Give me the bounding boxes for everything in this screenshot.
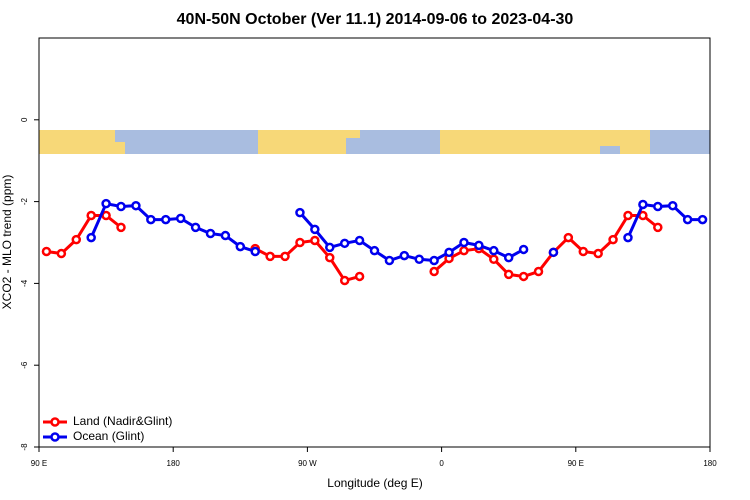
y-tick-label: -2 (20, 197, 29, 205)
plot-frame (38, 37, 711, 448)
y-axis-label: XCO2 - MLO trend (ppm) (0, 175, 14, 310)
point (280, 251, 290, 262)
point (41, 246, 52, 257)
point (205, 228, 216, 239)
y-tick-label: 0 (20, 117, 29, 122)
point (414, 254, 424, 265)
point (548, 247, 559, 258)
point (250, 246, 260, 257)
point (325, 242, 335, 253)
point (310, 235, 320, 246)
point (101, 210, 111, 221)
point (429, 266, 439, 277)
point (653, 222, 663, 233)
series-line (89, 201, 256, 253)
series-line (46, 214, 122, 256)
point (369, 245, 380, 256)
x-tick-label: 180 (703, 459, 717, 468)
legend-label: Land (Nadir&Glint) (73, 414, 172, 428)
y-tick-label: -8 (20, 443, 29, 451)
point (578, 246, 589, 257)
point (384, 255, 395, 266)
y-tick-label: -6 (20, 361, 29, 369)
point (444, 247, 454, 258)
point (86, 210, 96, 221)
y-tick-label: -4 (20, 279, 29, 287)
point (518, 271, 529, 282)
point (503, 269, 514, 280)
point (518, 244, 529, 255)
point (71, 234, 82, 245)
point (354, 235, 365, 246)
point (295, 207, 305, 218)
legend-label: Ocean (Glint) (73, 429, 144, 443)
series-line (433, 214, 659, 278)
point (295, 237, 305, 248)
point (682, 214, 693, 225)
point (608, 234, 618, 245)
point (459, 245, 469, 256)
point (101, 198, 111, 209)
point (503, 252, 514, 263)
point (325, 252, 335, 263)
point (339, 238, 350, 249)
point (429, 255, 439, 266)
x-tick-label: 90 E (568, 459, 584, 468)
legend-marker (50, 417, 60, 427)
x-tick-label: 90 E (31, 459, 47, 468)
point (653, 201, 663, 212)
x-tick-label: 0 (439, 459, 444, 468)
point (339, 275, 350, 286)
x-axis-label: Longitude (deg E) (327, 476, 422, 490)
point (310, 224, 320, 235)
legend-marker (50, 432, 60, 442)
point (489, 254, 499, 265)
point (593, 248, 603, 259)
point (563, 232, 574, 243)
point (56, 248, 67, 259)
point (399, 250, 410, 261)
point (354, 271, 365, 282)
point (235, 241, 246, 252)
point (697, 214, 708, 225)
point (160, 214, 171, 225)
point (220, 230, 231, 241)
map-strip (39, 130, 710, 154)
point (623, 210, 633, 221)
point (131, 200, 141, 211)
series-line (298, 211, 525, 263)
point (175, 213, 186, 224)
point (190, 222, 201, 233)
point (86, 232, 96, 243)
point (474, 240, 484, 251)
point (116, 222, 126, 233)
point (489, 245, 499, 256)
point (623, 232, 633, 243)
point (667, 200, 678, 211)
point (533, 266, 544, 277)
point (459, 237, 469, 248)
point (265, 251, 275, 262)
x-tick-label: 180 (167, 459, 181, 468)
point (116, 201, 126, 212)
chart-title: 40N-50N October (Ver 11.1) 2014-09-06 to… (177, 11, 574, 28)
point (146, 214, 156, 225)
x-tick-label: 90 W (298, 459, 317, 468)
point (638, 199, 648, 210)
